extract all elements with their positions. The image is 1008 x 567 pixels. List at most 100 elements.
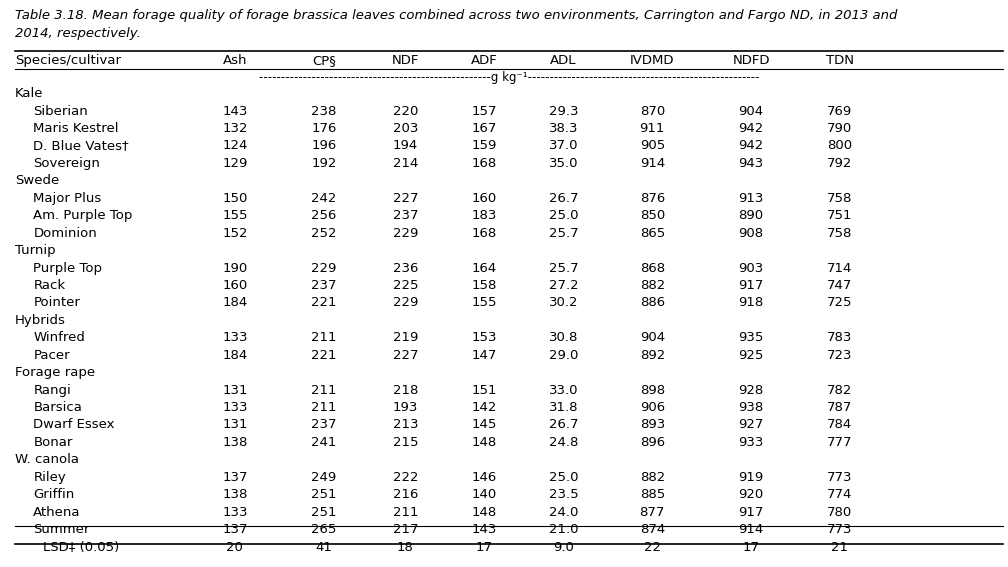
- Text: 143: 143: [222, 104, 248, 117]
- Text: Barsica: Barsica: [33, 401, 82, 414]
- Text: 160: 160: [223, 279, 248, 292]
- Text: 747: 747: [828, 279, 853, 292]
- Text: 137: 137: [222, 523, 248, 536]
- Text: 850: 850: [640, 209, 665, 222]
- Text: Purple Top: Purple Top: [33, 261, 102, 274]
- Text: 168: 168: [472, 227, 497, 240]
- Text: 790: 790: [828, 122, 853, 135]
- Text: 29.0: 29.0: [548, 349, 578, 362]
- Text: 193: 193: [393, 401, 418, 414]
- Text: 151: 151: [472, 384, 497, 396]
- Text: 787: 787: [828, 401, 853, 414]
- Text: Griffin: Griffin: [33, 488, 75, 501]
- Text: 903: 903: [739, 261, 764, 274]
- Text: LSD‡ (0.05): LSD‡ (0.05): [43, 540, 120, 553]
- Text: 935: 935: [739, 331, 764, 344]
- Text: 21: 21: [832, 540, 849, 553]
- Text: 219: 219: [393, 331, 418, 344]
- Text: Sovereign: Sovereign: [33, 157, 100, 170]
- Text: 153: 153: [472, 331, 497, 344]
- Text: 229: 229: [393, 227, 418, 240]
- Text: 164: 164: [472, 261, 497, 274]
- Text: 133: 133: [222, 331, 248, 344]
- Text: Summer: Summer: [33, 523, 90, 536]
- Text: 184: 184: [223, 349, 248, 362]
- Text: 229: 229: [393, 297, 418, 310]
- Text: Maris Kestrel: Maris Kestrel: [33, 122, 119, 135]
- Text: 27.2: 27.2: [548, 279, 579, 292]
- Text: 906: 906: [640, 401, 665, 414]
- Text: 215: 215: [392, 436, 418, 449]
- Text: 783: 783: [828, 331, 853, 344]
- Text: 183: 183: [472, 209, 497, 222]
- Text: 890: 890: [739, 209, 764, 222]
- Text: 249: 249: [311, 471, 337, 484]
- Text: 152: 152: [222, 227, 248, 240]
- Text: 137: 137: [222, 471, 248, 484]
- Text: 229: 229: [311, 261, 337, 274]
- Text: 218: 218: [393, 384, 418, 396]
- Text: 194: 194: [393, 139, 418, 153]
- Text: 920: 920: [739, 488, 764, 501]
- Text: 904: 904: [739, 104, 764, 117]
- Text: 913: 913: [739, 192, 764, 205]
- Text: 927: 927: [739, 418, 764, 431]
- Text: 917: 917: [739, 279, 764, 292]
- Text: 236: 236: [393, 261, 418, 274]
- Text: Riley: Riley: [33, 471, 66, 484]
- Text: -----------------------------------------------------g kg⁻¹---------------------: ----------------------------------------…: [259, 71, 759, 84]
- Text: 160: 160: [472, 192, 497, 205]
- Text: 176: 176: [311, 122, 337, 135]
- Text: 25.7: 25.7: [548, 227, 579, 240]
- Text: 20: 20: [227, 540, 243, 553]
- Text: 184: 184: [223, 297, 248, 310]
- Text: CP§: CP§: [311, 54, 336, 67]
- Text: 24.0: 24.0: [548, 506, 578, 519]
- Text: 882: 882: [640, 279, 665, 292]
- Text: 30.2: 30.2: [548, 297, 579, 310]
- Text: Swede: Swede: [15, 174, 59, 187]
- Text: 758: 758: [828, 227, 853, 240]
- Text: D. Blue Vates†: D. Blue Vates†: [33, 139, 129, 153]
- Text: 886: 886: [640, 297, 665, 310]
- Text: 124: 124: [222, 139, 248, 153]
- Text: 238: 238: [311, 104, 337, 117]
- Text: Forage rape: Forage rape: [15, 366, 95, 379]
- Text: Rangi: Rangi: [33, 384, 71, 396]
- Text: 919: 919: [739, 471, 764, 484]
- Text: 256: 256: [311, 209, 337, 222]
- Text: 898: 898: [640, 384, 665, 396]
- Text: 800: 800: [828, 139, 853, 153]
- Text: 211: 211: [311, 331, 337, 344]
- Text: 928: 928: [739, 384, 764, 396]
- Text: 38.3: 38.3: [548, 122, 579, 135]
- Text: 914: 914: [739, 523, 764, 536]
- Text: 37.0: 37.0: [548, 139, 579, 153]
- Text: 876: 876: [640, 192, 665, 205]
- Text: 911: 911: [640, 122, 665, 135]
- Text: 17: 17: [476, 540, 493, 553]
- Text: 925: 925: [739, 349, 764, 362]
- Text: 221: 221: [311, 349, 337, 362]
- Text: 140: 140: [472, 488, 497, 501]
- Text: 155: 155: [222, 209, 248, 222]
- Text: 865: 865: [640, 227, 665, 240]
- Text: 133: 133: [222, 506, 248, 519]
- Text: 18: 18: [397, 540, 413, 553]
- Text: 145: 145: [472, 418, 497, 431]
- Text: 132: 132: [222, 122, 248, 135]
- Text: Rack: Rack: [33, 279, 66, 292]
- Text: Table 3.18. Mean forage quality of forage brassica leaves combined across two en: Table 3.18. Mean forage quality of forag…: [15, 9, 897, 22]
- Text: 882: 882: [640, 471, 665, 484]
- Text: 237: 237: [311, 418, 337, 431]
- Text: ADF: ADF: [471, 54, 498, 67]
- Text: 241: 241: [311, 436, 337, 449]
- Text: 251: 251: [311, 506, 337, 519]
- Text: 159: 159: [472, 139, 497, 153]
- Text: Winfred: Winfred: [33, 331, 85, 344]
- Text: Species/cultivar: Species/cultivar: [15, 54, 121, 67]
- Text: 782: 782: [828, 384, 853, 396]
- Text: Dominion: Dominion: [33, 227, 97, 240]
- Text: 938: 938: [739, 401, 764, 414]
- Text: 192: 192: [311, 157, 337, 170]
